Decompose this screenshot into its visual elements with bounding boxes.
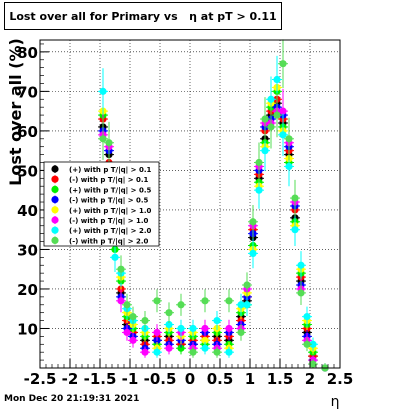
data-point xyxy=(285,135,293,143)
data-point xyxy=(309,360,317,368)
data-point xyxy=(153,348,161,356)
data-point xyxy=(213,316,221,325)
data-point xyxy=(255,158,263,167)
data-point xyxy=(141,316,149,325)
data-point xyxy=(291,194,299,202)
data-point xyxy=(243,281,251,289)
y-tick-label: 10 xyxy=(17,320,38,338)
data-point xyxy=(201,336,209,344)
data-point xyxy=(123,328,131,337)
data-point xyxy=(261,115,269,123)
data-point xyxy=(273,75,281,84)
x-tick-label: -1.5 xyxy=(84,370,117,388)
data-point xyxy=(105,139,113,147)
data-point xyxy=(111,253,119,261)
y-axis-label: Lost over all (%) xyxy=(6,38,25,186)
legend-label: (+) with p T/|q| > 0.5 xyxy=(69,186,152,195)
data-point xyxy=(225,324,233,333)
data-point xyxy=(291,226,299,234)
data-point xyxy=(201,297,209,305)
y-tick-label: 70 xyxy=(17,83,38,101)
series-8 xyxy=(98,39,330,372)
data-point xyxy=(177,344,185,352)
legend-label: (+) with p T/|q| > 2.0 xyxy=(69,227,152,236)
data-point xyxy=(237,301,245,309)
y-tick-label: 60 xyxy=(17,123,38,141)
data-point xyxy=(123,301,131,309)
legend-box xyxy=(43,161,160,247)
data-point xyxy=(237,328,245,337)
x-tick-label: 1.5 xyxy=(267,370,294,388)
data-point xyxy=(177,301,185,309)
data-point xyxy=(225,297,233,305)
data-point xyxy=(141,348,149,356)
legend-label: (+) with p T/|q| > 1.0 xyxy=(69,207,152,216)
data-point xyxy=(297,261,305,269)
x-tick-label: -0.5 xyxy=(144,370,177,388)
x-tick-label: 2 xyxy=(305,370,315,388)
data-point xyxy=(153,297,161,305)
data-point xyxy=(309,340,317,348)
data-point xyxy=(201,344,209,352)
data-point xyxy=(273,111,281,119)
data-point xyxy=(165,320,173,329)
y-tick-label: 40 xyxy=(17,202,38,220)
x-tick-label: -2 xyxy=(62,370,79,388)
data-point xyxy=(189,348,197,356)
data-point xyxy=(225,348,233,356)
chart-title: Lost over all for Primary vs η at pT > 0… xyxy=(4,2,282,30)
x-tick-label: -1 xyxy=(122,370,139,388)
y-tick-label: 30 xyxy=(17,241,38,259)
data-point xyxy=(213,348,221,356)
data-point xyxy=(165,344,173,352)
data-point xyxy=(279,107,287,115)
x-tick-label: 1 xyxy=(245,370,255,388)
data-point xyxy=(279,131,287,139)
x-tick-label: -2.5 xyxy=(24,370,57,388)
x-tick-label: 0 xyxy=(185,370,195,388)
data-point xyxy=(279,60,287,68)
legend-label: (-) with p T/|q| > 1.0 xyxy=(69,217,149,226)
data-point xyxy=(267,95,275,103)
data-point xyxy=(201,324,209,333)
x-tick-label: 0.5 xyxy=(207,370,234,388)
y-tick-label: 20 xyxy=(17,281,38,299)
y-tick-label: 80 xyxy=(17,44,38,62)
data-point xyxy=(129,313,137,321)
data-point xyxy=(117,297,125,305)
data-point xyxy=(261,147,269,155)
legend-label: (-) with p T/|q| > 2.0 xyxy=(69,237,149,246)
data-point xyxy=(99,87,107,95)
data-point xyxy=(177,324,185,333)
data-point xyxy=(165,309,173,317)
x-tick-label: 2.5 xyxy=(327,370,354,388)
data-point xyxy=(267,123,275,131)
data-point xyxy=(99,135,107,143)
data-point xyxy=(303,340,311,348)
data-point xyxy=(255,186,263,194)
y-tick-label: 50 xyxy=(17,162,38,180)
data-point xyxy=(297,289,305,297)
legend-label: (-) with p T/|q| > 0.5 xyxy=(69,197,149,206)
data-point xyxy=(249,249,257,257)
legend-label: (+) with p T/|q| > 0.1 xyxy=(69,166,152,175)
data-point xyxy=(117,265,125,273)
legend-label: (-) with p T/|q| > 0.1 xyxy=(69,176,149,185)
data-point xyxy=(129,336,137,344)
data-point xyxy=(189,324,197,333)
data-point xyxy=(153,328,161,337)
footer-timestamp: Mon Dec 20 21:19:31 2021 xyxy=(4,394,140,404)
data-point xyxy=(249,218,257,226)
data-point xyxy=(303,313,311,321)
x-axis-label: η xyxy=(331,394,340,409)
data-point xyxy=(285,162,293,171)
data-point xyxy=(243,301,251,309)
